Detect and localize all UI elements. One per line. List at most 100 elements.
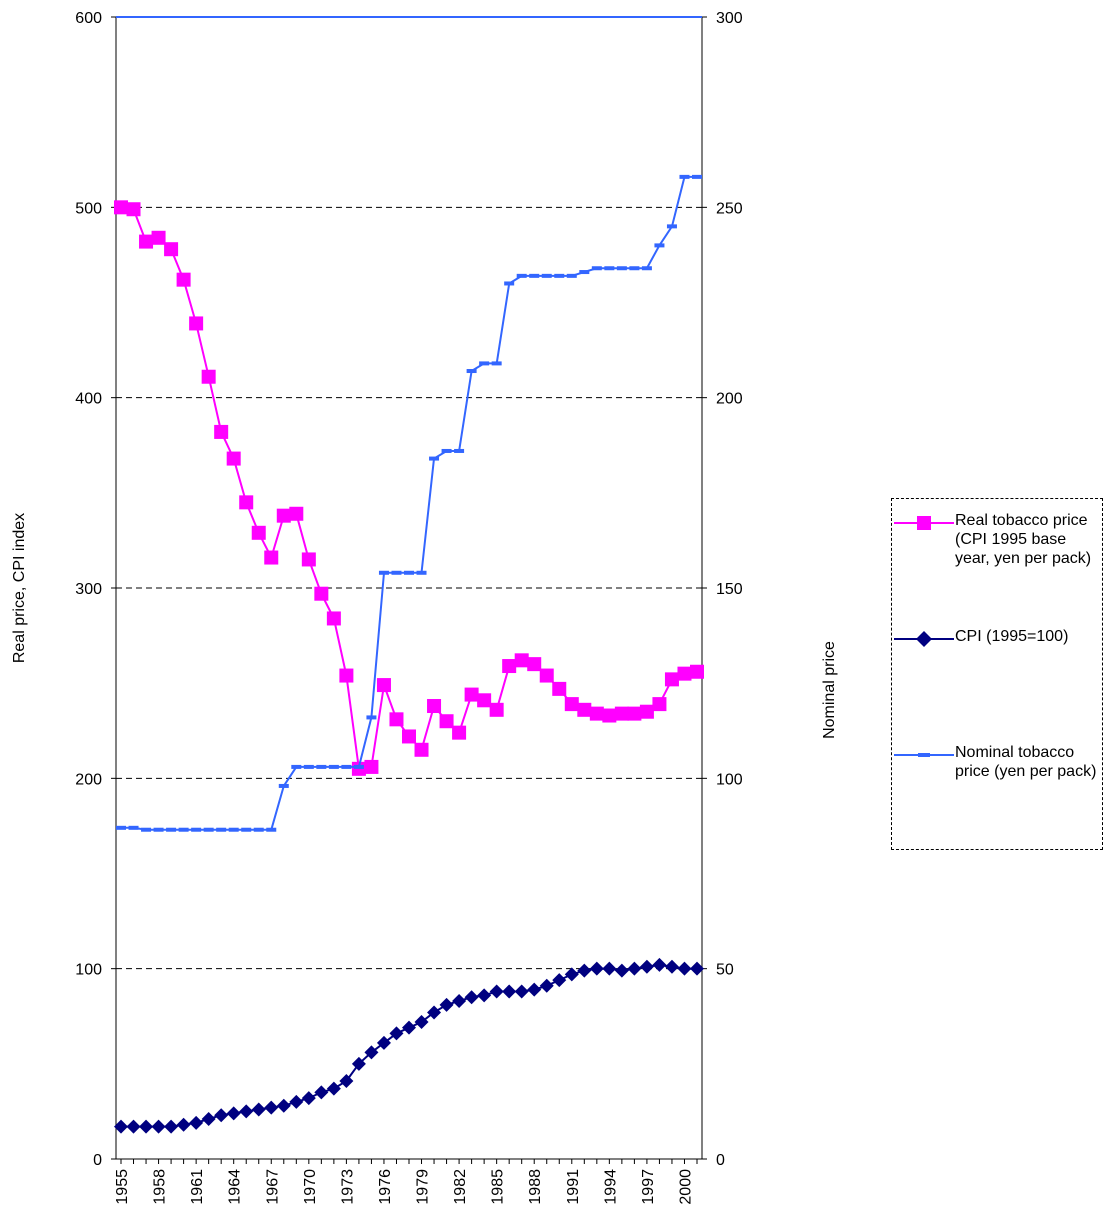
data-point-diamond xyxy=(489,984,504,999)
data-point-dash xyxy=(604,266,615,271)
data-point-square xyxy=(314,586,329,601)
data-point-dash xyxy=(341,764,352,769)
right-y-axis: 0 50 100 150 200 250 300 xyxy=(702,10,743,1169)
data-point-diamond xyxy=(251,1102,266,1117)
legend-label-cpi: CPI (1995=100) xyxy=(955,628,1069,645)
data-point-diamond xyxy=(677,961,692,976)
data-point-diamond xyxy=(539,978,554,993)
left-tick-label: 500 xyxy=(75,200,102,217)
legend: Real tobacco price (CPI 1995 base year, … xyxy=(891,498,1103,850)
x-tick-label: 1964 xyxy=(227,1169,244,1205)
data-point-square xyxy=(201,369,216,384)
data-point-square xyxy=(376,678,391,693)
x-tick-label: 1976 xyxy=(377,1169,394,1205)
data-point-dash xyxy=(191,827,202,832)
data-point-diamond xyxy=(364,1045,379,1060)
x-tick-label: 1997 xyxy=(640,1169,657,1205)
data-point-dash xyxy=(692,174,702,179)
data-point-square xyxy=(502,659,517,674)
data-point-dash xyxy=(291,764,302,769)
right-tick-label: 300 xyxy=(716,10,743,27)
data-point-dash xyxy=(266,827,277,832)
data-point-dash xyxy=(253,827,264,832)
data-point-dash xyxy=(591,266,602,271)
data-point-diamond xyxy=(176,1117,191,1132)
data-point-square xyxy=(427,699,442,714)
data-point-dash xyxy=(166,827,177,832)
legend-swatch-nominal-price xyxy=(894,753,954,757)
data-point-square xyxy=(564,697,579,712)
data-point-diamond xyxy=(389,1026,404,1041)
data-point-dash xyxy=(128,825,139,830)
data-point-dash xyxy=(141,827,152,832)
data-point-square xyxy=(176,272,191,287)
data-point-dash xyxy=(278,783,289,788)
left-tick-label: 0 xyxy=(93,1152,102,1169)
data-point-square xyxy=(589,706,604,721)
data-point-dash xyxy=(441,448,452,453)
data-point-diamond xyxy=(139,1119,154,1134)
data-point-square xyxy=(239,495,254,510)
data-point-diamond xyxy=(464,990,479,1005)
data-point-square xyxy=(602,708,617,723)
data-point-square xyxy=(414,742,429,757)
legend-label-real-price: Real tobacco price (CPI 1995 base year, … xyxy=(955,512,1092,567)
data-point-dash xyxy=(303,764,314,769)
data-point-square xyxy=(114,200,128,215)
data-point-diamond xyxy=(276,1098,291,1113)
data-point-square xyxy=(539,668,554,683)
data-point-diamond xyxy=(301,1091,316,1106)
data-point-diamond xyxy=(564,967,579,982)
x-axis: 1955 1958 1961 1964 1967 1970 1973 1976 1979 1982… xyxy=(114,1159,698,1205)
series-line-0 xyxy=(120,206,698,770)
data-point-dash xyxy=(566,273,577,278)
data-point-dash xyxy=(366,715,377,720)
data-point-square xyxy=(614,706,629,721)
data-point-diamond xyxy=(351,1056,366,1071)
data-point-diamond xyxy=(164,1119,179,1134)
data-point-diamond xyxy=(577,963,592,978)
data-point-dash xyxy=(616,266,627,271)
data-point-square xyxy=(552,681,567,696)
data-point-dash xyxy=(241,827,252,832)
data-point-dash xyxy=(391,570,402,575)
data-point-dash xyxy=(541,273,552,278)
data-point-square xyxy=(439,714,454,729)
data-point-square xyxy=(452,725,467,740)
data-point-diamond xyxy=(589,961,604,976)
data-point-square xyxy=(301,552,316,567)
data-point-dash xyxy=(516,273,527,278)
data-point-diamond xyxy=(552,973,567,988)
right-tick-label: 250 xyxy=(716,200,743,217)
left-tick-label: 200 xyxy=(75,771,102,788)
data-point-square xyxy=(514,653,529,668)
data-point-square xyxy=(264,550,279,565)
left-y-axis: 0 100 200 300 400 500 600 xyxy=(75,10,116,1169)
data-point-dash xyxy=(579,270,590,275)
data-point-square xyxy=(527,657,542,672)
data-point-diamond xyxy=(339,1073,354,1088)
data-point-dash xyxy=(491,361,502,366)
data-point-diamond xyxy=(414,1014,429,1029)
y-axis-label-left: Real price, CPI index xyxy=(11,513,28,663)
data-point-square xyxy=(326,611,341,626)
data-point-dash xyxy=(203,827,214,832)
data-point-square xyxy=(690,664,704,679)
data-point-dash xyxy=(666,224,677,229)
right-tick-label: 50 xyxy=(716,962,734,979)
data-point-dash xyxy=(641,266,652,271)
data-point-square xyxy=(464,687,479,702)
data-point-square xyxy=(664,672,679,687)
data-point-dash xyxy=(429,456,440,461)
data-point-square xyxy=(139,234,154,249)
data-point-square xyxy=(364,759,379,774)
data-point-square xyxy=(627,706,642,721)
left-tick-label: 300 xyxy=(75,581,102,598)
data-point-diamond xyxy=(602,961,617,976)
data-point-dash xyxy=(328,764,339,769)
x-tick-label: 1961 xyxy=(189,1169,206,1205)
data-point-dash xyxy=(679,174,690,179)
data-point-diamond xyxy=(289,1094,304,1109)
data-point-square xyxy=(402,729,416,744)
data-point-diamond xyxy=(326,1081,341,1096)
